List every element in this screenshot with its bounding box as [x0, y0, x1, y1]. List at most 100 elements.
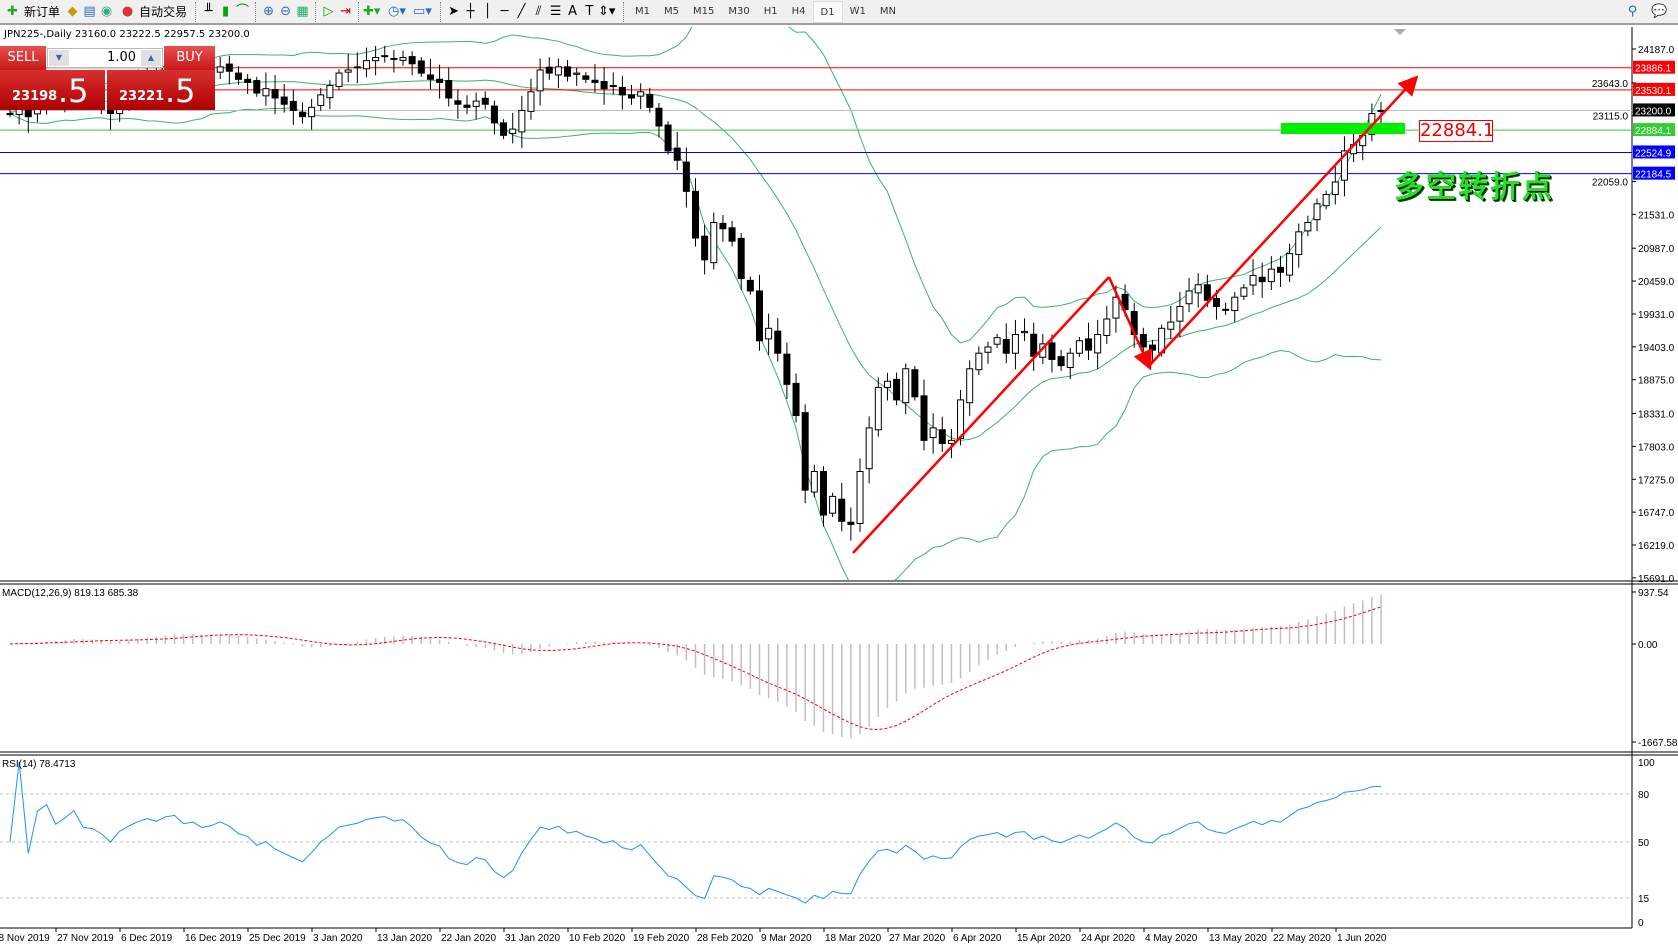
search-icon[interactable]: ⚲	[1627, 4, 1638, 19]
lot-input[interactable]: 1.00 ▼ ▲	[47, 48, 163, 68]
new-order-button[interactable]: ✚ 新订单	[0, 1, 64, 23]
templates-icon[interactable]: ▭▾	[413, 4, 432, 19]
arrows-icon[interactable]: ⇕▾	[598, 4, 616, 19]
candle-body	[719, 222, 727, 230]
timeframe-m1[interactable]: M1	[635, 5, 651, 17]
autoscroll-icon[interactable]: ▷	[323, 4, 334, 19]
candle	[564, 60, 572, 82]
equidistant-channel-icon[interactable]: ⫽	[535, 4, 542, 19]
candle	[783, 342, 791, 399]
candle-body	[1258, 276, 1266, 283]
tile-icon[interactable]: ▦	[296, 4, 309, 19]
lot-decrease-button[interactable]: ▼	[49, 50, 69, 66]
sell-price[interactable]: 23198.5	[0, 70, 105, 110]
candle	[1249, 259, 1257, 296]
text-icon[interactable]: A	[568, 4, 577, 19]
timeframe-h1[interactable]: H1	[763, 5, 778, 17]
chart-area[interactable]: 24187.0 23643.0 23115.0 22059.0 21531.0 20987…	[0, 27, 1678, 947]
price-line-tag-label: 22524.9	[1635, 148, 1672, 159]
candle	[1331, 165, 1339, 205]
price-tick-label: 18331.0	[1638, 410, 1675, 421]
candle-body	[673, 147, 681, 161]
timeframe-m15[interactable]: M15	[693, 5, 715, 17]
buy-price[interactable]: 23221.5	[107, 70, 215, 110]
candle	[481, 91, 489, 110]
candle-body	[344, 69, 352, 73]
rsi-tick-label: 100	[1638, 758, 1655, 769]
lot-increase-button[interactable]: ▲	[141, 50, 161, 66]
candle-body	[308, 106, 316, 118]
candle	[1167, 305, 1175, 340]
candle-body	[335, 72, 343, 87]
candle-body	[637, 91, 645, 97]
timeframe-m5[interactable]: M5	[664, 5, 680, 17]
candle-body	[865, 427, 873, 470]
one-click-trading-panel: SELL 1.00 ▼ ▲ BUY 23198.5 23221.5	[0, 46, 215, 110]
candle	[518, 95, 526, 149]
candle-body	[829, 495, 837, 514]
date-label: 13 Jan 2020	[377, 933, 432, 944]
candle	[527, 78, 535, 120]
candle-body	[1240, 287, 1248, 297]
timeframe-h4[interactable]: H4	[791, 5, 806, 17]
candle-body	[518, 109, 526, 133]
separator	[315, 1, 317, 22]
candle-body	[417, 60, 425, 74]
buy-button[interactable]: BUY	[164, 46, 215, 70]
candle	[1267, 256, 1275, 291]
price-tick-label: 24187.0	[1638, 45, 1675, 56]
navigator-icon[interactable]: ▤	[83, 4, 96, 19]
candle-body	[966, 368, 974, 404]
candle-body	[1094, 334, 1102, 354]
candle-body	[1167, 321, 1175, 330]
timeframe-m30[interactable]: M30	[728, 5, 750, 17]
trendline-icon[interactable]: ╱	[517, 4, 526, 19]
timeframe-d1[interactable]: D1	[812, 0, 843, 23]
fibonacci-icon[interactable]: ☰	[549, 4, 562, 19]
signal-icon[interactable]: ◉	[100, 4, 113, 19]
vertical-line-icon[interactable]: │	[483, 4, 492, 19]
candle	[801, 404, 809, 504]
candle	[701, 224, 709, 275]
cursor-icon[interactable]: ➤	[448, 4, 459, 19]
candle	[765, 313, 773, 356]
candle-body	[975, 352, 983, 371]
crosshair-icon[interactable]: ┼	[466, 4, 475, 19]
candle-body	[1112, 296, 1120, 319]
indicators-icon[interactable]: ✚▾	[363, 4, 381, 19]
horizontal-line-icon[interactable]: ─	[500, 4, 509, 19]
candle-body	[6, 113, 14, 116]
rsi-line	[9, 761, 1382, 904]
price-line-tag	[1633, 103, 1675, 117]
candle	[692, 178, 699, 247]
price-tick-label: 23643.0	[1592, 79, 1629, 90]
zoom-in-icon[interactable]: ⊕	[263, 4, 274, 19]
text-label-icon[interactable]: T	[585, 4, 594, 19]
candle-body	[1185, 290, 1193, 305]
date-label: 24 Apr 2020	[1081, 933, 1135, 944]
candle-chart-icon[interactable]: ▮	[221, 4, 230, 19]
candle-body	[500, 122, 508, 136]
market-watch-icon[interactable]: ◆	[67, 4, 78, 19]
line-chart-icon[interactable]: ⌒	[236, 4, 250, 19]
candle	[984, 341, 992, 364]
candle	[216, 56, 224, 80]
auto-trading-button[interactable]: ● 自动交易	[115, 1, 191, 23]
price-tick-label: 19931.0	[1638, 310, 1675, 321]
timeframe-mn[interactable]: MN	[879, 5, 896, 17]
periods-icon[interactable]: ◷▾	[388, 4, 406, 19]
candle-body	[1103, 318, 1111, 336]
candle	[1231, 291, 1239, 323]
candle-body	[1222, 308, 1230, 311]
chat-icon[interactable]: 💬	[1651, 4, 1668, 19]
bar-chart-icon[interactable]: ╨	[204, 4, 213, 19]
candle	[938, 416, 946, 452]
sell-button[interactable]: SELL	[0, 46, 46, 70]
candle	[829, 492, 837, 517]
zoom-out-icon[interactable]: ⊖	[280, 4, 291, 19]
candle-body	[1048, 342, 1056, 360]
candle	[1276, 255, 1284, 287]
date-label: 3 Jan 2020	[313, 933, 363, 944]
timeframe-w1[interactable]: W1	[849, 5, 866, 17]
chart-shift-icon[interactable]: ⇥	[340, 4, 351, 19]
